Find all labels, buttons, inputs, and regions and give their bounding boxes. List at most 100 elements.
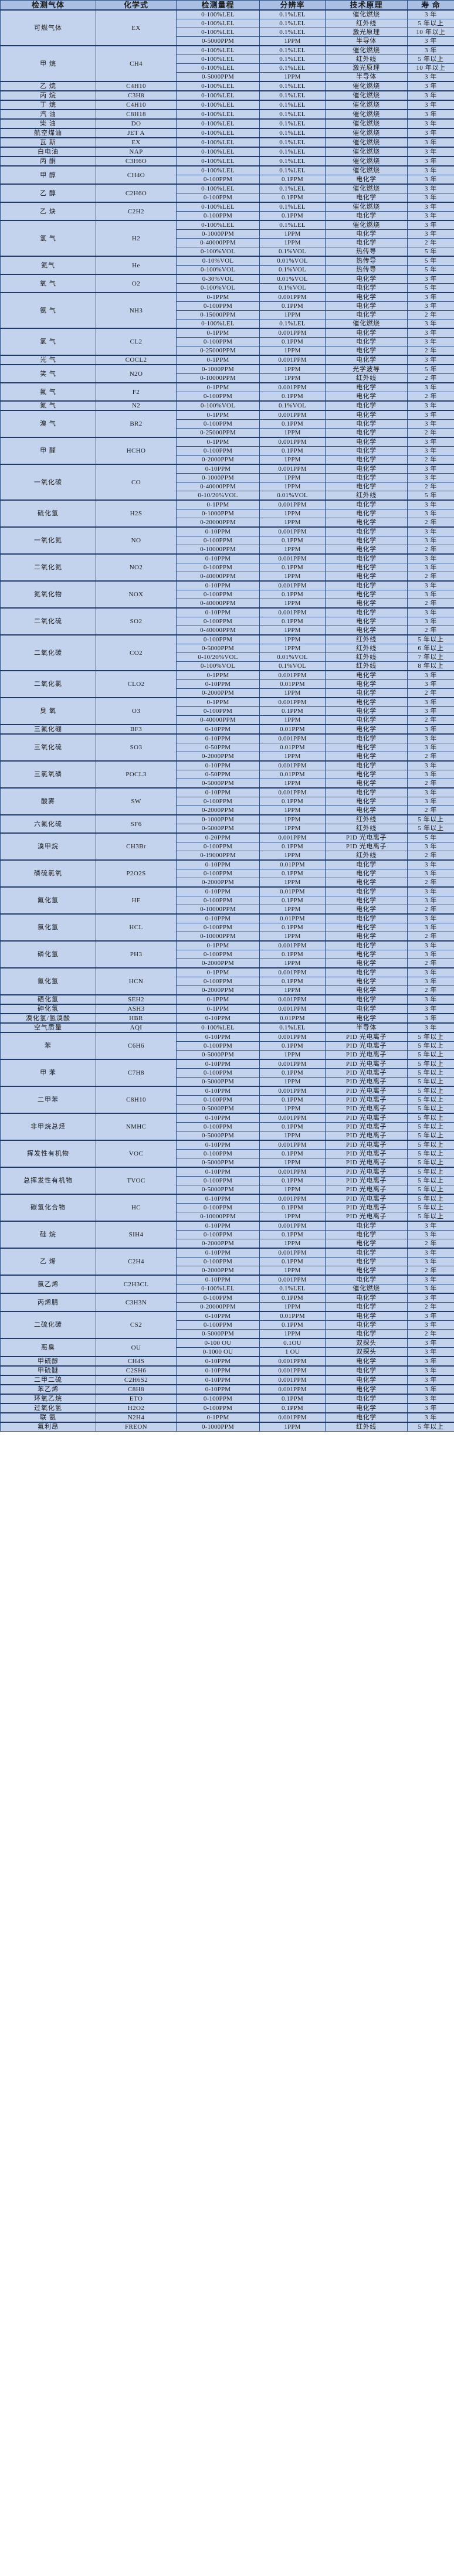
cell-chemical-formula: C6H6 [96, 1032, 177, 1060]
cell-detection-range: 0-100%LEL [176, 137, 260, 148]
cell-service-life: 3 年 [407, 9, 454, 19]
cell-gas-name: 白电油 [0, 147, 96, 157]
cell-technical-principle: 电化学 [325, 1375, 408, 1385]
cell-resolution: 0.1%LEL [259, 319, 326, 329]
cell-service-life: 7 年以上 [407, 653, 454, 662]
cell-resolution: 0.1PPM [259, 1394, 326, 1404]
cell-resolution: 0.1PPM [259, 977, 326, 986]
table-row: 0-100%LEL 0.1%LEL 激光原理 10 年以上 [1, 28, 454, 37]
cell-service-life: 3 年 [407, 1275, 454, 1284]
table-row: 二甲苯 C8H10 0-10PPM 0.001PPM PID 光电离子 5 年以上 [0, 1086, 454, 1114]
cell-technical-principle: 电化学 [325, 950, 408, 959]
cell-detection-range: 0-1000PPM [176, 509, 260, 518]
table-row: 0-10000PPM 1PPM 红外线 2 年 [1, 373, 454, 383]
cell-technical-principle: 电化学 [325, 175, 408, 185]
cell-service-life: 3 年 [407, 400, 454, 411]
cell-gas-name: 磷硫氯氧 [0, 859, 96, 888]
cell-resolution: 1PPM [259, 959, 326, 968]
cell-resolution: 1PPM [259, 482, 326, 491]
cell-detection-range: 0-1000PPM [176, 473, 260, 482]
cell-service-life: 3 年 [407, 1004, 454, 1014]
cell-technical-principle: 电化学 [325, 382, 408, 392]
cell-service-life: 2 年 [407, 518, 454, 528]
cell-service-life: 5 年以上 [407, 1176, 454, 1185]
cell-service-life: 3 年 [407, 670, 454, 680]
table-row: 恶臭 OU 0-100 OU 0.1OU 双探头 3 年 [0, 1338, 454, 1357]
cell-service-life: 3 年 [407, 886, 454, 896]
cell-service-life: 5 年以上 [407, 1194, 454, 1204]
cell-gas-name: 甲硫醚 [0, 1365, 96, 1376]
cell-technical-principle: 电化学 [325, 536, 408, 545]
cell-chemical-formula: C4H10 [96, 100, 177, 110]
cell-technical-principle: PID 光电离子 [325, 1122, 408, 1131]
cell-detection-range: 0-100%LEL [176, 1022, 260, 1033]
cell-technical-principle: 催化燃烧 [325, 220, 408, 230]
cell-service-life: 3 年 [407, 617, 454, 626]
cell-detection-range: 0-10PPM [176, 1086, 260, 1096]
cell-technical-principle: 电化学 [325, 985, 408, 995]
cell-service-life: 3 年 [407, 175, 454, 185]
cell-detection-range: 0-100PPM [176, 1149, 260, 1158]
table-row: 0-100PPM 0.1PPM 电化学 3 年 [1, 1320, 454, 1330]
cell-technical-principle: 催化燃烧 [325, 118, 408, 129]
cell-technical-principle: PID 光电离子 [325, 1167, 408, 1177]
cell-detection-range: 0-100PPM [176, 634, 260, 644]
cell-service-life: 3 年 [407, 787, 454, 797]
cell-resolution: 1PPM [259, 364, 326, 374]
table-row: 0-100%VOL 0.1%VOL 电化学 5 年 [1, 283, 454, 293]
cell-detection-range: 0-10PPM [176, 760, 260, 770]
cell-detection-range: 0-100%VOL [176, 400, 260, 411]
cell-technical-principle: 电化学 [325, 770, 408, 779]
cell-service-life: 3 年 [407, 1320, 454, 1330]
table-row: 硒化氢 SEH2 0-1PPM 0.001PPM 电化学 3 年 [0, 994, 454, 1005]
cell-technical-principle: 电化学 [325, 1365, 408, 1376]
table-row: 0-100PPM 0.1PPM 电化学 3 年 [1, 617, 454, 626]
cell-service-life: 3 年 [407, 319, 454, 329]
cell-detection-range: 0-10PPM [176, 1032, 260, 1042]
cell-gas-name: 氢 气 [0, 220, 96, 257]
cell-resolution: 0.001PPM [259, 526, 326, 536]
table-row: 光 气 COCL2 0-1PPM 0.001PPM 电化学 3 年 [0, 355, 454, 365]
cell-detection-range: 0-10PPM [176, 1059, 260, 1069]
cell-technical-principle: 电化学 [325, 715, 408, 725]
cell-detection-range: 0-10%VOL [176, 256, 260, 266]
table-row: 0-100PPM 0.1PPM 电化学 3 年 [1, 175, 454, 185]
cell-service-life: 2 年 [407, 1302, 454, 1312]
cell-detection-range: 0-100%LEL [176, 147, 260, 157]
table-row: 0-2000PPM 1PPM 电化学 2 年 [1, 455, 454, 465]
table-row: 0-40000PPM 1PPM 电化学 2 年 [1, 238, 454, 247]
cell-detection-range: 0-10PPM [176, 526, 260, 536]
cell-detection-range: 0-19000PPM [176, 851, 260, 861]
cell-service-life: 3 年 [407, 211, 454, 221]
cell-chemical-formula: SW [96, 787, 177, 815]
cell-detection-range: 0-5000PPM [176, 1158, 260, 1168]
cell-service-life: 5 年以上 [407, 1167, 454, 1177]
cell-chemical-formula: AQI [96, 1022, 177, 1033]
cell-resolution: 0.001PPM [259, 1356, 326, 1367]
cell-chemical-formula: FREON [96, 1422, 177, 1432]
table-row: 氟利昂 FREON 0-1000PPM 1PPM 红外线 5 年以上 [0, 1422, 454, 1432]
cell-service-life: 10 年以上 [407, 63, 454, 73]
cell-service-life: 3 年 [407, 1248, 454, 1258]
cell-gas-name: 硫化氢 [0, 499, 96, 528]
cell-resolution: 0.001PPM [259, 580, 326, 590]
cell-technical-principle: 电化学 [325, 1384, 408, 1395]
cell-chemical-formula: EX [96, 9, 177, 46]
table-row: 0-100PPM 0.1PPM 电化学 3 年 [1, 337, 454, 346]
cell-technical-principle: PID 光电离子 [325, 1113, 408, 1123]
table-row: 可燃气体 EX 0-100%LEL 0.1%LEL 催化燃烧 3 年 [0, 9, 454, 46]
cell-technical-principle: PID 光电离子 [325, 1176, 408, 1185]
cell-service-life: 5 年以上 [407, 1122, 454, 1131]
cell-gas-name: 二氧化氮 [0, 553, 96, 582]
cell-detection-range: 0-100PPM [176, 1320, 260, 1330]
cell-technical-principle: 催化燃烧 [325, 1284, 408, 1294]
table-row: 0-100PPM 0.1PPM 电化学 3 年 [1, 590, 454, 599]
cell-resolution: 0.1PPM [259, 446, 326, 456]
cell-service-life: 3 年 [407, 193, 454, 203]
cell-resolution: 1PPM [259, 1104, 326, 1114]
cell-detection-range: 0-2000PPM [176, 688, 260, 698]
cell-detection-range: 0-100%LEL [176, 128, 260, 138]
cell-technical-principle: 电化学 [325, 193, 408, 203]
cell-detection-range: 0-50PPM [176, 770, 260, 779]
cell-resolution: 1PPM [259, 1212, 326, 1222]
